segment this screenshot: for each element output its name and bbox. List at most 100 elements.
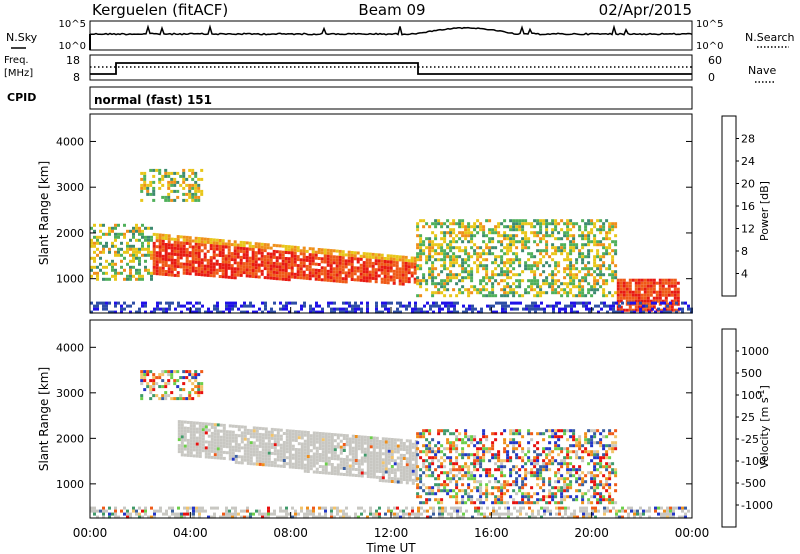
vel-echo-cell (267, 442, 271, 446)
vel-echo-cell (197, 391, 201, 395)
vel-echo-cell (497, 486, 501, 490)
vel-echo-cell (560, 462, 564, 466)
vel-echo-cell (138, 515, 141, 519)
vel-echo-cell (354, 515, 357, 519)
vel-echo-cell (393, 438, 397, 442)
pow-echo-cell (670, 281, 674, 285)
pow-echo-cell (608, 264, 612, 268)
pow-echo-cell (563, 234, 567, 238)
vel-echo-cell (300, 466, 304, 470)
vel-echo-cell (438, 515, 441, 519)
pow-echo-cell (381, 304, 384, 308)
pow-echo-cell (257, 266, 261, 270)
pow-echo-cell (102, 232, 105, 236)
pow-echo-cell (458, 279, 462, 283)
pow-echo-cell (354, 304, 357, 308)
pow-echo-cell (486, 304, 489, 308)
vel-echo-cell (414, 458, 418, 461)
vel-echo-cell (312, 455, 316, 459)
pow-echo-cell (482, 249, 486, 253)
vel-echo-cell (194, 376, 198, 380)
pow-echo-cell (365, 273, 369, 277)
vel-echo-cell (357, 459, 361, 463)
pow-echo-cell (485, 252, 489, 256)
pow-echo-cell (488, 279, 492, 283)
pow-echo-cell (185, 265, 189, 269)
pow-echo-cell (470, 231, 474, 235)
pow-echo-cell (179, 244, 183, 248)
pow-echo-cell (242, 244, 246, 248)
vel-echo-cell (405, 481, 409, 485)
pow-echo-cell (652, 290, 656, 294)
pow-echo-cell (593, 243, 597, 247)
pow-echo-cell (105, 307, 108, 311)
vel-echo-cell (539, 471, 543, 475)
pow-echo-cell (278, 253, 282, 257)
vel-echo-cell (243, 458, 247, 462)
pow-echo-cell (375, 310, 378, 314)
pow-echo-cell (602, 252, 606, 256)
pow-echo-cell (569, 270, 573, 274)
vel-echo-cell (213, 453, 217, 457)
pow-echo-cell (443, 240, 447, 244)
pow-echo-cell (467, 294, 471, 298)
vel-echo-cell (252, 447, 256, 451)
vel-echo-cell (509, 474, 513, 478)
vel-echo-cell (216, 435, 220, 439)
pow-echo-cell (305, 249, 309, 253)
vel-echo-cell (264, 454, 268, 458)
pow-echo-cell (593, 276, 597, 280)
vel-echo-cell (411, 481, 415, 485)
vel-echo-cell (360, 444, 364, 448)
vel-echo-cell (402, 475, 406, 478)
vel-echo-cell (288, 429, 292, 433)
pow-echo-cell (330, 307, 333, 311)
vel-echo-cell (318, 456, 322, 459)
vel-echo-cell (450, 512, 453, 516)
vel-echo-cell (234, 515, 237, 519)
pow-echo-cell (527, 240, 531, 244)
pow-echo-cell (380, 271, 384, 275)
pow-echo-cell (521, 219, 525, 223)
pow-echo-cell (509, 270, 513, 274)
vel-echo-cell (189, 421, 193, 425)
pow-echo-cell (437, 288, 441, 292)
vel-echo-cell (363, 438, 367, 442)
pow-echo-cell (257, 269, 261, 273)
vel-echo-cell (291, 447, 295, 451)
vel-echo-cell (593, 492, 597, 496)
vel-echo-cell (503, 483, 507, 487)
pow-echo-cell (135, 250, 138, 254)
pow-echo-cell (164, 195, 168, 199)
vel-echo-cell (387, 452, 391, 456)
vel-echo-cell (474, 506, 477, 510)
pow-echo-cell (476, 219, 480, 223)
pow-echo-cell (380, 262, 384, 266)
vel-echo-cell (440, 471, 444, 475)
vel-echo-cell (497, 495, 501, 499)
pow-echo-cell (628, 290, 632, 294)
pow-echo-cell (438, 310, 441, 314)
pow-echo-cell (225, 301, 228, 305)
pow-echo-cell (335, 261, 339, 265)
vel-echo-cell (402, 512, 405, 516)
vel-echo-cell (306, 452, 310, 455)
pow-echo-cell (557, 249, 561, 253)
vel-echo-cell (393, 515, 396, 519)
vel-echo-cell (300, 454, 304, 458)
pow-echo-cell (197, 267, 201, 270)
pow-echo-cell (637, 287, 641, 291)
pow-echo-cell (194, 192, 198, 196)
pow-echo-cell (500, 243, 504, 247)
vel-echo-cell (536, 501, 540, 505)
pow-echo-cell (350, 278, 354, 281)
vel-echo-cell (186, 444, 190, 448)
vel-echo-cell (500, 432, 504, 436)
pow-echo-cell (464, 270, 468, 274)
vel-echo-cell (521, 501, 525, 505)
pow-echo-cell (614, 276, 618, 280)
pow-echo-cell (161, 245, 165, 249)
pow-echo-cell (155, 168, 159, 172)
pow-echo-cell (596, 255, 600, 259)
vel-echo-cell (554, 492, 558, 496)
